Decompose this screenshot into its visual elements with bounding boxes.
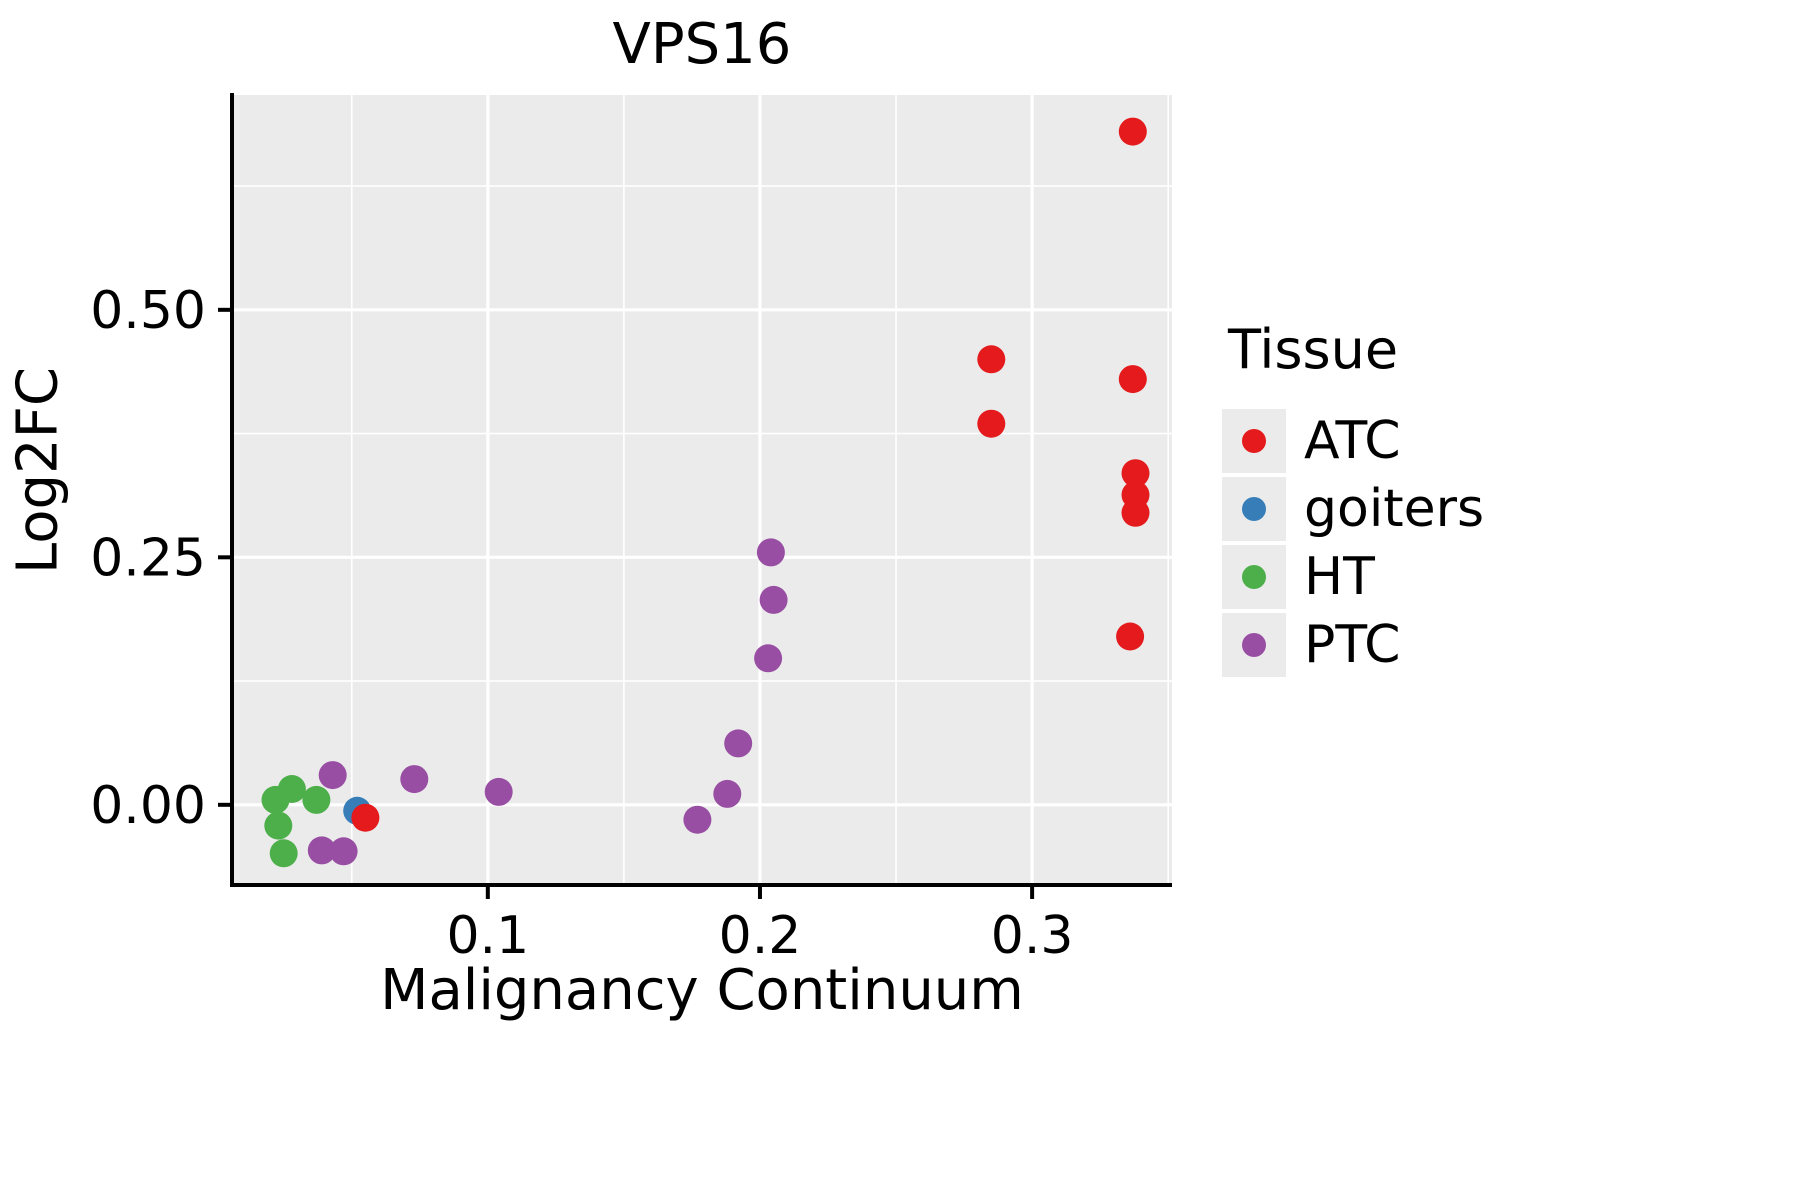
legend-key: [1222, 477, 1286, 541]
legend-key: [1222, 613, 1286, 677]
legend-key: [1222, 409, 1286, 473]
data-point-PTC: [307, 836, 336, 865]
y-tick-label: 0.25: [90, 528, 206, 588]
data-point-PTC: [484, 777, 513, 806]
legend-entry-HT: HT: [1222, 545, 1484, 609]
data-point-ATC: [1118, 117, 1147, 146]
data-point-PTC: [329, 837, 358, 866]
data-point-ATC: [351, 803, 380, 832]
data-point-PTC: [754, 644, 783, 673]
legend-dot-icon: [1242, 565, 1266, 589]
data-point-PTC: [683, 805, 712, 834]
legend: Tissue ATC goiters HT PTC: [1222, 318, 1484, 681]
legend-dot-icon: [1242, 633, 1266, 657]
y-tick-label: 0.50: [90, 281, 206, 341]
legend-label: ATC: [1304, 411, 1401, 471]
x-axis-label: Malignancy Continuum: [380, 958, 1024, 1023]
data-point-ATC: [977, 409, 1006, 438]
y-tick-label: 0.00: [90, 776, 206, 836]
data-point-ATC: [977, 345, 1006, 374]
data-point-ATC: [1116, 622, 1145, 651]
y-axis-label: Log2FC: [5, 367, 71, 574]
legend-entries: ATC goiters HT PTC: [1222, 409, 1484, 681]
data-point-ATC: [1121, 459, 1150, 488]
data-point-PTC: [724, 729, 753, 758]
data-point-PTC: [318, 761, 347, 790]
panel-background: [232, 95, 1172, 885]
chart-title: VPS16: [612, 12, 792, 77]
data-point-HT: [269, 839, 298, 868]
data-point-PTC: [400, 765, 429, 794]
legend-title: Tissue: [1228, 318, 1399, 381]
data-point-PTC: [756, 538, 785, 567]
legend-label: HT: [1304, 547, 1375, 607]
legend-entry-PTC: PTC: [1222, 613, 1484, 677]
legend-dot-icon: [1242, 497, 1266, 521]
data-point-ATC: [1121, 498, 1150, 527]
data-point-HT: [302, 785, 331, 814]
data-point-HT: [277, 775, 306, 803]
data-point-HT: [264, 811, 293, 840]
legend-key: [1222, 545, 1286, 609]
legend-label: goiters: [1304, 479, 1485, 539]
legend-label: PTC: [1304, 615, 1401, 675]
legend-dot-icon: [1242, 429, 1266, 453]
data-point-PTC: [759, 585, 788, 614]
x-tick-label: 0.2: [719, 906, 802, 966]
data-point-PTC: [713, 779, 742, 808]
legend-entry-ATC: ATC: [1222, 409, 1484, 473]
x-tick-label: 0.3: [991, 906, 1074, 966]
x-tick-label: 0.1: [446, 906, 529, 966]
data-point-ATC: [1118, 365, 1147, 394]
legend-entry-goiters: goiters: [1222, 477, 1484, 541]
